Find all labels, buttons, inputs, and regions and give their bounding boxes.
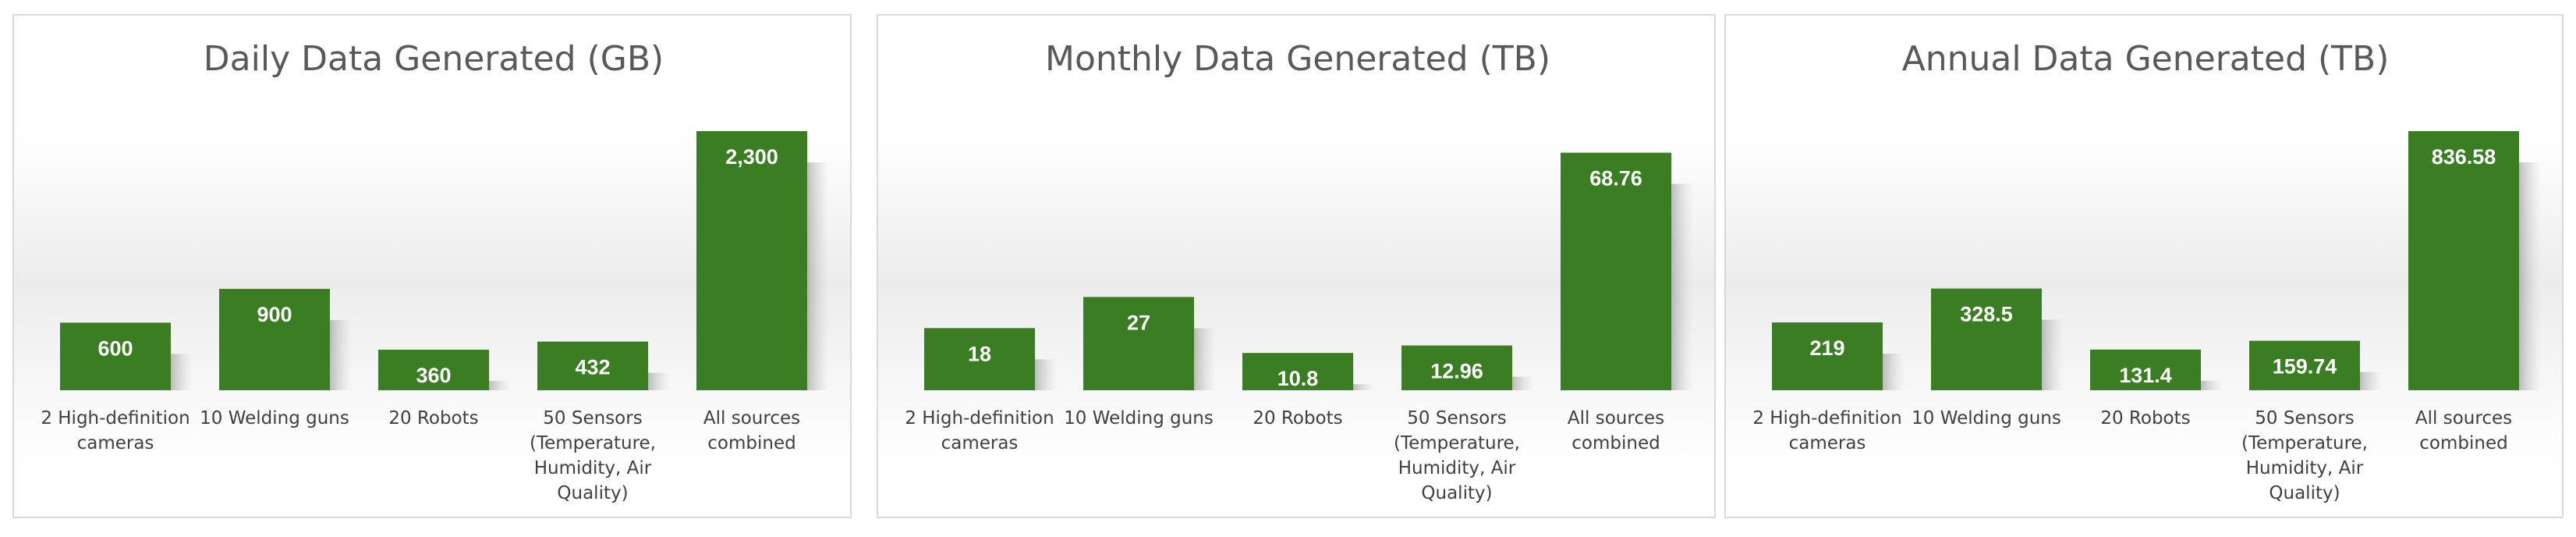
chart-annual-title: Annual Data Generated (TB) xyxy=(1902,39,2390,79)
chart-monthly-bar-shadow xyxy=(1035,359,1057,390)
chart-daily-bar xyxy=(696,131,807,390)
chart-annual-bar-shadow xyxy=(1883,354,1905,390)
chart-monthly-data-label: 10.8 xyxy=(1277,367,1319,390)
chart-daily: Daily Data Generated (GB) 600 2 High-defin… xyxy=(14,39,850,503)
chart-monthly-data-label: 27 xyxy=(1127,311,1150,334)
chart-monthly-bar xyxy=(1561,152,1671,390)
chart-monthly-data-label: 18 xyxy=(968,342,991,365)
chart-annual-data-label: 131.4 xyxy=(2119,364,2172,387)
chart-daily-category-label: All sources combined xyxy=(703,408,800,453)
chart-daily-category-label: 2 High-definition cameras xyxy=(41,408,190,453)
chart-panel-annual: Annual Data Generated (TB) 219 2 High-defi… xyxy=(1724,14,2564,518)
chart-annual-bar xyxy=(2408,131,2519,390)
chart-daily-title: Daily Data Generated (GB) xyxy=(204,39,664,79)
chart-daily-bar-shadow xyxy=(648,372,670,390)
chart-daily-data-label: 432 xyxy=(575,356,610,379)
chart-annual-data-label: 159.74 xyxy=(2273,355,2337,379)
chart-annual-bar xyxy=(1931,288,2042,390)
chart-monthly-bar xyxy=(1242,353,1353,390)
chart-annual-category-label: 10 Welding guns xyxy=(1912,408,2061,429)
chart-monthly-category-label: 50 Sensors (Temperature, Humidity, Air Qual… xyxy=(1394,408,1520,503)
chart-daily-data-label: 2,300 xyxy=(725,145,778,169)
chart-annual-bar xyxy=(1772,322,1883,390)
chart-monthly-bar xyxy=(924,328,1035,390)
chart-panel-daily: Daily Data Generated (GB) 600 2 High-defin… xyxy=(12,14,852,518)
chart-daily-category-label: 20 Robots xyxy=(388,408,478,429)
chart-annual-bar-shadow xyxy=(2360,372,2382,390)
chart-annual-data-label: 219 xyxy=(1809,336,1844,360)
chart-daily-bar-shadow xyxy=(330,320,352,390)
chart-panel-monthly: Monthly Data Generated (TB) 18 2 High-defi… xyxy=(877,14,1716,518)
chart-monthly-data-label: 12.96 xyxy=(1430,360,1483,383)
chart-monthly-bar-shadow xyxy=(1671,183,1693,390)
chart-annual-category-label: 2 High-definition cameras xyxy=(1752,408,1901,453)
chart-daily-bar-shadow xyxy=(171,354,193,390)
chart-annual-category-label: 50 Sensors (Temperature, Humidity, Air Qual… xyxy=(2241,408,2368,503)
chart-daily-data-label: 600 xyxy=(97,336,133,360)
chart-daily-bar xyxy=(378,350,489,390)
chart-monthly-bar xyxy=(1401,345,1512,390)
chart-monthly-category-label: 20 Robots xyxy=(1253,408,1342,429)
chart-monthly-title: Monthly Data Generated (TB) xyxy=(1045,39,1550,79)
chart-monthly-data-label: 68.76 xyxy=(1589,167,1642,190)
chart-annual-bar-shadow xyxy=(2519,162,2541,390)
chart-daily-category-label: 50 Sensors (Temperature, Humidity, Air Qual… xyxy=(530,408,656,503)
chart-annual-bar xyxy=(2090,349,2201,390)
chart-monthly-bar-shadow xyxy=(1194,328,1216,390)
chart-annual-bar-shadow xyxy=(2201,380,2223,390)
chart-monthly: Monthly Data Generated (TB) 18 2 High-defi… xyxy=(878,39,1714,503)
chart-daily-bar-shadow xyxy=(807,162,829,390)
chart-monthly-category-label: 10 Welding guns xyxy=(1064,408,1214,429)
chart-annual-category-label: All sources combined xyxy=(2415,408,2512,453)
chart-monthly-category-label: 2 High-definition cameras xyxy=(905,408,1054,453)
chart-annual-category-label: 20 Robots xyxy=(2100,408,2190,429)
chart-daily-category-label: 10 Welding guns xyxy=(200,408,349,429)
chart-annual-bar xyxy=(2249,340,2360,390)
chart-monthly-bar-shadow xyxy=(1353,384,1375,390)
chart-monthly-bar-shadow xyxy=(1512,376,1534,390)
chart-daily-bar-shadow xyxy=(489,381,511,390)
chart-daily-bar xyxy=(219,289,330,390)
chart-annual: Annual Data Generated (TB) 219 2 High-defi… xyxy=(1726,39,2562,503)
chart-daily-data-label: 900 xyxy=(257,303,292,326)
chart-monthly-category-label: All sources combined xyxy=(1568,408,1664,453)
chart-annual-data-label: 328.5 xyxy=(1960,303,2013,326)
chart-daily-bar xyxy=(537,341,648,390)
chart-daily-data-label: 360 xyxy=(416,364,451,387)
chart-monthly-bar xyxy=(1083,297,1194,390)
chart-daily-bar xyxy=(60,322,171,390)
chart-annual-data-label: 836.58 xyxy=(2432,145,2496,169)
chart-annual-bar-shadow xyxy=(2042,319,2064,390)
